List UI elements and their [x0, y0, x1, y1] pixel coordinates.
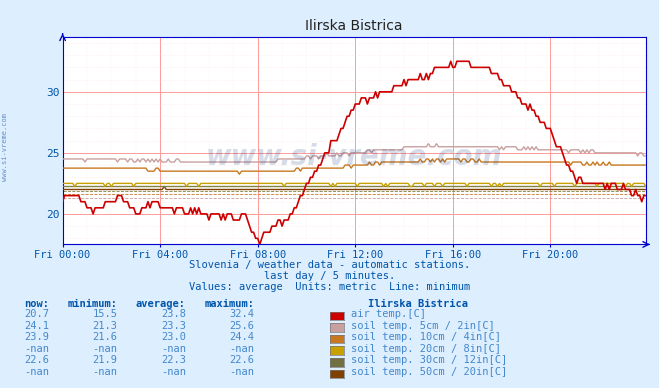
- Text: 22.6: 22.6: [24, 355, 49, 365]
- Text: -nan: -nan: [24, 344, 49, 354]
- Text: 25.6: 25.6: [229, 320, 254, 331]
- Text: minimum:: minimum:: [67, 299, 117, 309]
- Text: 23.8: 23.8: [161, 309, 186, 319]
- Text: 21.6: 21.6: [92, 332, 117, 342]
- Text: www.si-vreme.com: www.si-vreme.com: [206, 143, 502, 171]
- Text: 22.3: 22.3: [161, 355, 186, 365]
- Text: 32.4: 32.4: [229, 309, 254, 319]
- Text: www.si-vreme.com: www.si-vreme.com: [2, 113, 9, 182]
- Text: soil temp. 5cm / 2in[C]: soil temp. 5cm / 2in[C]: [351, 320, 494, 331]
- Text: 20.7: 20.7: [24, 309, 49, 319]
- Text: -nan: -nan: [161, 367, 186, 377]
- Text: 15.5: 15.5: [92, 309, 117, 319]
- Text: -nan: -nan: [229, 344, 254, 354]
- Text: average:: average:: [136, 299, 186, 309]
- Text: 23.3: 23.3: [161, 320, 186, 331]
- Text: -nan: -nan: [161, 344, 186, 354]
- Text: -nan: -nan: [92, 367, 117, 377]
- Text: -nan: -nan: [229, 367, 254, 377]
- Text: Slovenia / weather data - automatic stations.: Slovenia / weather data - automatic stat…: [189, 260, 470, 270]
- Text: 24.1: 24.1: [24, 320, 49, 331]
- Text: soil temp. 20cm / 8in[C]: soil temp. 20cm / 8in[C]: [351, 344, 501, 354]
- Text: now:: now:: [24, 299, 49, 309]
- Title: Ilirska Bistrica: Ilirska Bistrica: [306, 19, 403, 33]
- Text: maximum:: maximum:: [204, 299, 254, 309]
- Text: Values: average  Units: metric  Line: minimum: Values: average Units: metric Line: mini…: [189, 282, 470, 292]
- Text: 24.4: 24.4: [229, 332, 254, 342]
- Text: last day / 5 minutes.: last day / 5 minutes.: [264, 271, 395, 281]
- Text: 21.3: 21.3: [92, 320, 117, 331]
- Text: 22.6: 22.6: [229, 355, 254, 365]
- Text: 23.0: 23.0: [161, 332, 186, 342]
- Text: soil temp. 10cm / 4in[C]: soil temp. 10cm / 4in[C]: [351, 332, 501, 342]
- Text: Ilirska Bistrica: Ilirska Bistrica: [368, 299, 469, 309]
- Text: 23.9: 23.9: [24, 332, 49, 342]
- Text: -nan: -nan: [92, 344, 117, 354]
- Text: -nan: -nan: [24, 367, 49, 377]
- Text: soil temp. 50cm / 20in[C]: soil temp. 50cm / 20in[C]: [351, 367, 507, 377]
- Text: soil temp. 30cm / 12in[C]: soil temp. 30cm / 12in[C]: [351, 355, 507, 365]
- Text: 21.9: 21.9: [92, 355, 117, 365]
- Text: air temp.[C]: air temp.[C]: [351, 309, 426, 319]
